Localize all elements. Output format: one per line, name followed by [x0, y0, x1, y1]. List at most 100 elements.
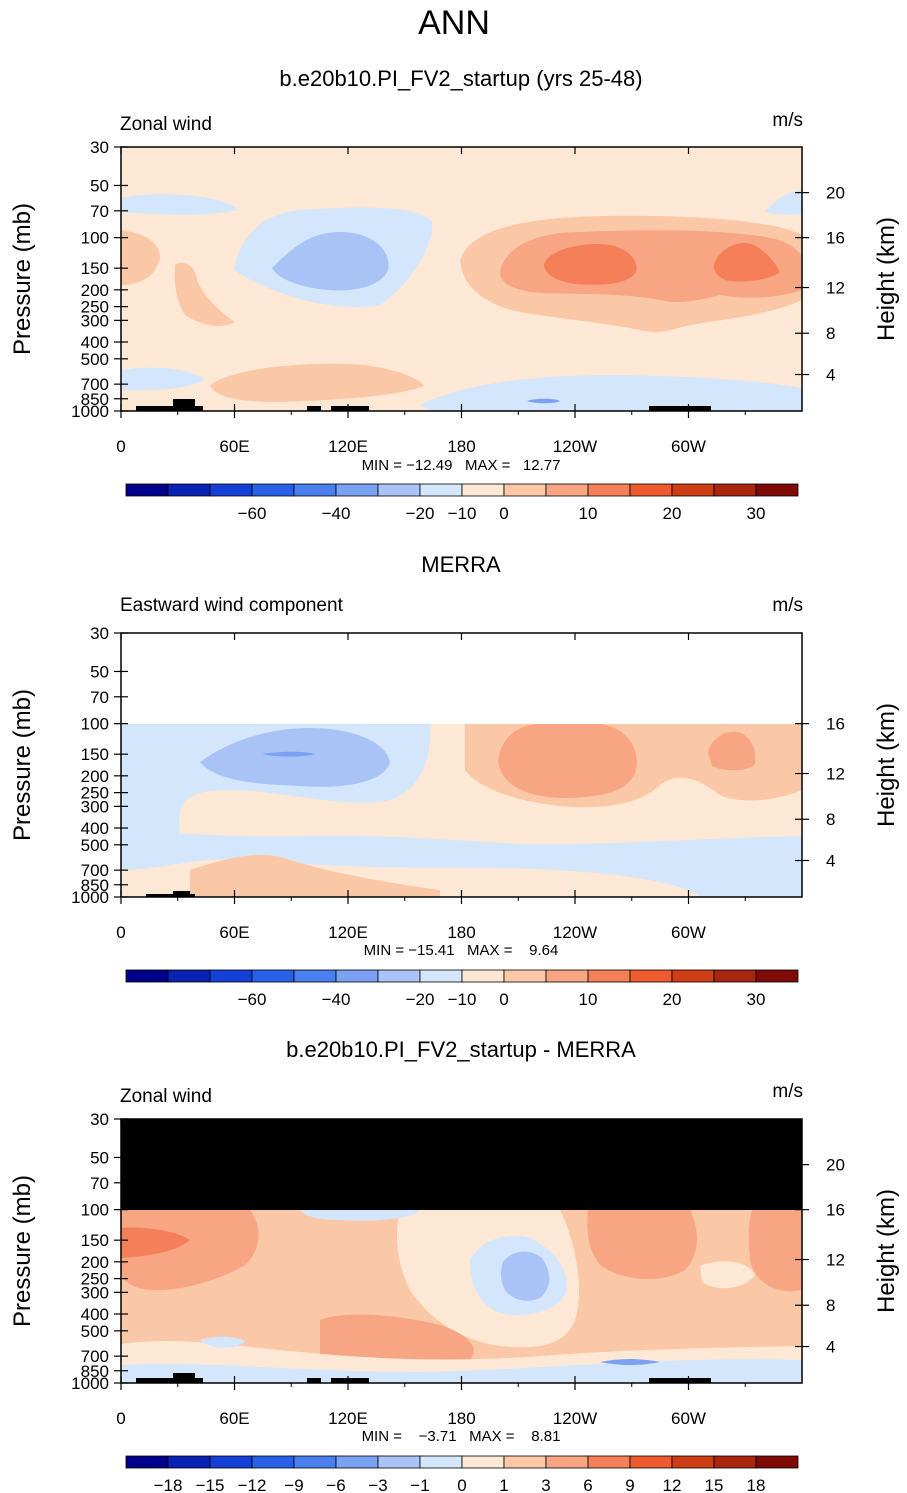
panel-title: MERRA — [421, 552, 501, 577]
colorbar-box — [419, 969, 463, 983]
colorbar-box — [545, 483, 589, 497]
x-tick-label: 120W — [553, 437, 597, 456]
y-right-tick-label: 8 — [826, 324, 835, 343]
colorbar-box — [503, 483, 547, 497]
contour-neg-lowlevel-w — [121, 367, 205, 391]
colorbar-box — [629, 969, 673, 983]
y-right-tick-label: 20 — [826, 1156, 845, 1175]
colorbar-box — [755, 1455, 799, 1469]
colorbar-box — [335, 969, 379, 983]
colorbar-box — [377, 1455, 421, 1469]
y-right-tick-label: 16 — [826, 715, 845, 734]
colorbar-box — [587, 1455, 631, 1469]
y-right-tick-label: 12 — [826, 765, 845, 784]
colorbar-label: 0 — [457, 1476, 466, 1493]
contour-pos-core-b — [713, 242, 780, 282]
x-tick-label: 0 — [116, 437, 125, 456]
plot-area — [121, 633, 802, 897]
y-tick-label: 200 — [81, 281, 109, 300]
x-tick-label: 60E — [219, 437, 249, 456]
y-tick-label: 1000 — [71, 402, 109, 421]
colorbar-box — [251, 969, 295, 983]
field-label: Zonal wind — [120, 1086, 212, 1107]
x-tick-label: 60W — [671, 1409, 706, 1428]
colorbar-box — [461, 1455, 505, 1469]
missing-data-mask — [121, 1119, 802, 1210]
y-tick-label: 50 — [90, 662, 109, 681]
colorbar-label: −40 — [322, 504, 351, 523]
colorbar-label: 3 — [541, 1476, 550, 1493]
colorbar-label: 30 — [747, 504, 766, 523]
y-tick-label: 250 — [81, 784, 109, 803]
colorbar-box — [251, 483, 295, 497]
colorbar-label: −9 — [284, 1476, 303, 1493]
panel-merra: MERRA Eastward wind component m/s 30 50 70… — [9, 552, 900, 1009]
x-tick-label: 120W — [553, 1409, 597, 1428]
y-right-tick-label: 12 — [826, 1251, 845, 1270]
panel-difference: b.e20b10.PI_FV2_startup - MERRA Zonal wi… — [9, 1037, 900, 1493]
colorbar-box — [377, 969, 421, 983]
colorbar-box — [503, 969, 547, 983]
y-tick-label: 700 — [81, 861, 109, 880]
y-axis-label-right: Height (km) — [873, 217, 900, 341]
colorbar-label: −40 — [322, 990, 351, 1009]
y-tick-label: 100 — [81, 229, 109, 248]
colorbar-label: 12 — [663, 1476, 682, 1493]
contour-pos-core-a — [544, 244, 637, 285]
colorbar-box — [629, 1455, 673, 1469]
colorbar-label: −6 — [326, 1476, 345, 1493]
colorbar-label: −3 — [368, 1476, 387, 1493]
y-axis-label: Pressure (mb) — [9, 689, 36, 841]
y-tick-label: 400 — [81, 819, 109, 838]
field-label: Eastward wind component — [120, 595, 344, 616]
min-max-label: MIN = −12.49 MAX = 12.77 — [362, 457, 561, 474]
x-tick-label: 180 — [447, 437, 475, 456]
y-right-tick-label: 4 — [826, 366, 835, 385]
colorbar-box — [167, 483, 211, 497]
y-tick-label: 50 — [90, 1148, 109, 1167]
colorbar-box — [419, 1455, 463, 1469]
colorbar-box — [671, 969, 715, 983]
colorbar-box — [755, 969, 799, 983]
contour-neg-west-core — [272, 232, 389, 291]
colorbar-box — [713, 483, 757, 497]
colorbar-box — [167, 969, 211, 983]
plot-area — [121, 1119, 802, 1383]
y-tick-label: 50 — [90, 176, 109, 195]
colorbar-box — [545, 1455, 589, 1469]
colorbar-box — [167, 1455, 211, 1469]
units-label: m/s — [772, 1081, 803, 1102]
panel-title: b.e20b10.PI_FV2_startup - MERRA — [286, 1037, 636, 1062]
x-tick-label: 60E — [219, 1409, 249, 1428]
y-tick-label: 150 — [81, 259, 109, 278]
colorbar-box — [461, 483, 505, 497]
contour-neg-lowlevel — [121, 1359, 802, 1383]
colorbar: −18 −15 −12 −9 −6 −3 −1 0 1 3 6 9 12 15 18 — [125, 1455, 799, 1493]
contour-neg-small — [200, 1336, 245, 1348]
colorbar-label: 1 — [499, 1476, 508, 1493]
x-tick-label: 120E — [328, 437, 368, 456]
field-label: Zonal wind — [120, 114, 212, 135]
colorbar: −60 −40 −20 −10 0 10 20 30 — [125, 969, 799, 1009]
colorbar-label: −10 — [448, 990, 477, 1009]
units-label: m/s — [772, 595, 803, 616]
colorbar-label: 20 — [663, 990, 682, 1009]
x-tick-label: 180 — [447, 923, 475, 942]
colorbar-box — [713, 1455, 757, 1469]
x-tick-label: 60W — [671, 437, 706, 456]
y-right-tick-label: 12 — [826, 279, 845, 298]
contour-neg-central-core — [500, 1251, 550, 1301]
x-tick-label: 0 — [116, 923, 125, 942]
contour-pos-core-a — [498, 724, 637, 798]
y-right-tick-label: 8 — [826, 810, 835, 829]
colorbar-box — [587, 483, 631, 497]
panel-model: b.e20b10.PI_FV2_startup (yrs 25-48) Zona… — [9, 66, 900, 523]
y-right-tick-label: 4 — [826, 852, 835, 871]
y-tick-label: 150 — [81, 1231, 109, 1250]
x-tick-label: 120E — [328, 923, 368, 942]
colorbar-box — [713, 969, 757, 983]
x-tick-label: 180 — [447, 1409, 475, 1428]
colorbar-label: −60 — [238, 990, 267, 1009]
